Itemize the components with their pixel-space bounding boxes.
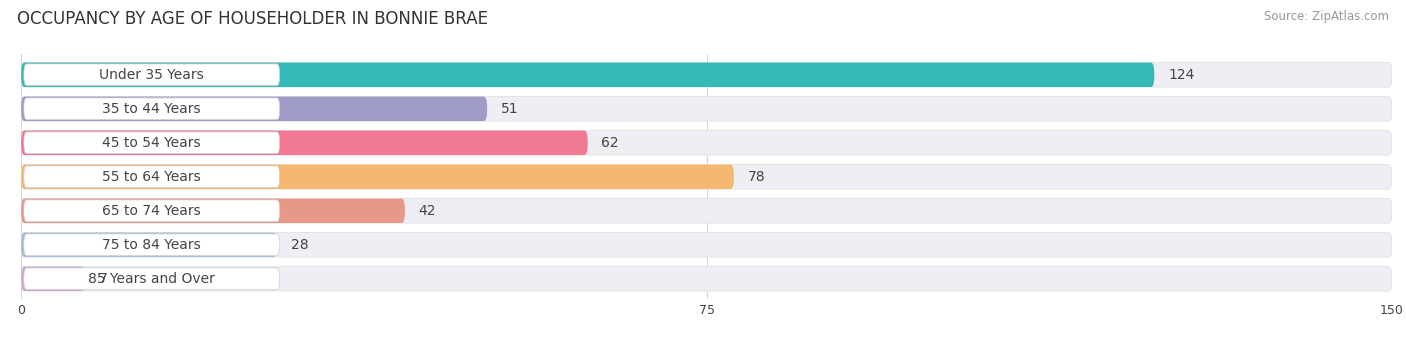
Text: 124: 124 <box>1168 68 1195 82</box>
Text: Under 35 Years: Under 35 Years <box>100 68 204 82</box>
Text: OCCUPANCY BY AGE OF HOUSEHOLDER IN BONNIE BRAE: OCCUPANCY BY AGE OF HOUSEHOLDER IN BONNI… <box>17 10 488 28</box>
FancyBboxPatch shape <box>21 199 1392 223</box>
FancyBboxPatch shape <box>21 165 734 189</box>
FancyBboxPatch shape <box>24 200 280 222</box>
FancyBboxPatch shape <box>21 267 1392 291</box>
FancyBboxPatch shape <box>24 64 280 86</box>
FancyBboxPatch shape <box>21 267 86 291</box>
FancyBboxPatch shape <box>21 63 1154 87</box>
FancyBboxPatch shape <box>21 131 588 155</box>
FancyBboxPatch shape <box>24 166 280 188</box>
FancyBboxPatch shape <box>24 234 280 256</box>
Text: Source: ZipAtlas.com: Source: ZipAtlas.com <box>1264 10 1389 23</box>
Text: 35 to 44 Years: 35 to 44 Years <box>103 102 201 116</box>
Text: 45 to 54 Years: 45 to 54 Years <box>103 136 201 150</box>
Text: 78: 78 <box>748 170 765 184</box>
FancyBboxPatch shape <box>21 165 1392 189</box>
Text: 65 to 74 Years: 65 to 74 Years <box>103 204 201 218</box>
FancyBboxPatch shape <box>21 97 488 121</box>
FancyBboxPatch shape <box>21 233 277 257</box>
Text: 75 to 84 Years: 75 to 84 Years <box>103 238 201 252</box>
FancyBboxPatch shape <box>21 63 1392 87</box>
Text: 55 to 64 Years: 55 to 64 Years <box>103 170 201 184</box>
Text: 42: 42 <box>419 204 436 218</box>
FancyBboxPatch shape <box>24 268 280 290</box>
FancyBboxPatch shape <box>24 98 280 120</box>
FancyBboxPatch shape <box>21 97 1392 121</box>
FancyBboxPatch shape <box>21 199 405 223</box>
Text: 62: 62 <box>602 136 619 150</box>
Text: 51: 51 <box>501 102 519 116</box>
FancyBboxPatch shape <box>21 233 1392 257</box>
FancyBboxPatch shape <box>21 131 1392 155</box>
Text: 7: 7 <box>98 272 107 286</box>
Text: 28: 28 <box>291 238 308 252</box>
FancyBboxPatch shape <box>24 132 280 154</box>
Text: 85 Years and Over: 85 Years and Over <box>89 272 215 286</box>
